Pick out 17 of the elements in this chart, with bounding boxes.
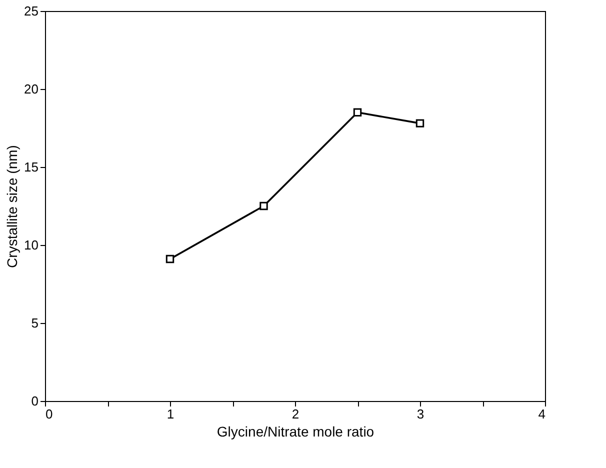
y-tick-label: 5 <box>31 316 38 330</box>
y-tick-label: 20 <box>24 82 38 96</box>
x-tick-label: 1 <box>166 406 174 422</box>
x-tick-label: 2 <box>292 406 300 422</box>
x-axis-title: Glycine/Nitrate mole ratio <box>216 424 374 440</box>
point <box>353 108 362 117</box>
x-tick-label: 3 <box>416 406 424 422</box>
y-tick-label: 15 <box>24 160 38 174</box>
point <box>260 202 268 210</box>
point <box>416 119 424 128</box>
y-tick-label: 0 <box>31 394 38 408</box>
point <box>166 254 174 264</box>
x-tick-label: 4 <box>538 406 546 422</box>
y-tick-label: 10 <box>24 238 38 252</box>
y-tick-label: 25 <box>24 4 38 18</box>
y-axis-title: Crystallite size (nm) <box>4 145 20 268</box>
x-tick-label: 0 <box>46 406 53 422</box>
